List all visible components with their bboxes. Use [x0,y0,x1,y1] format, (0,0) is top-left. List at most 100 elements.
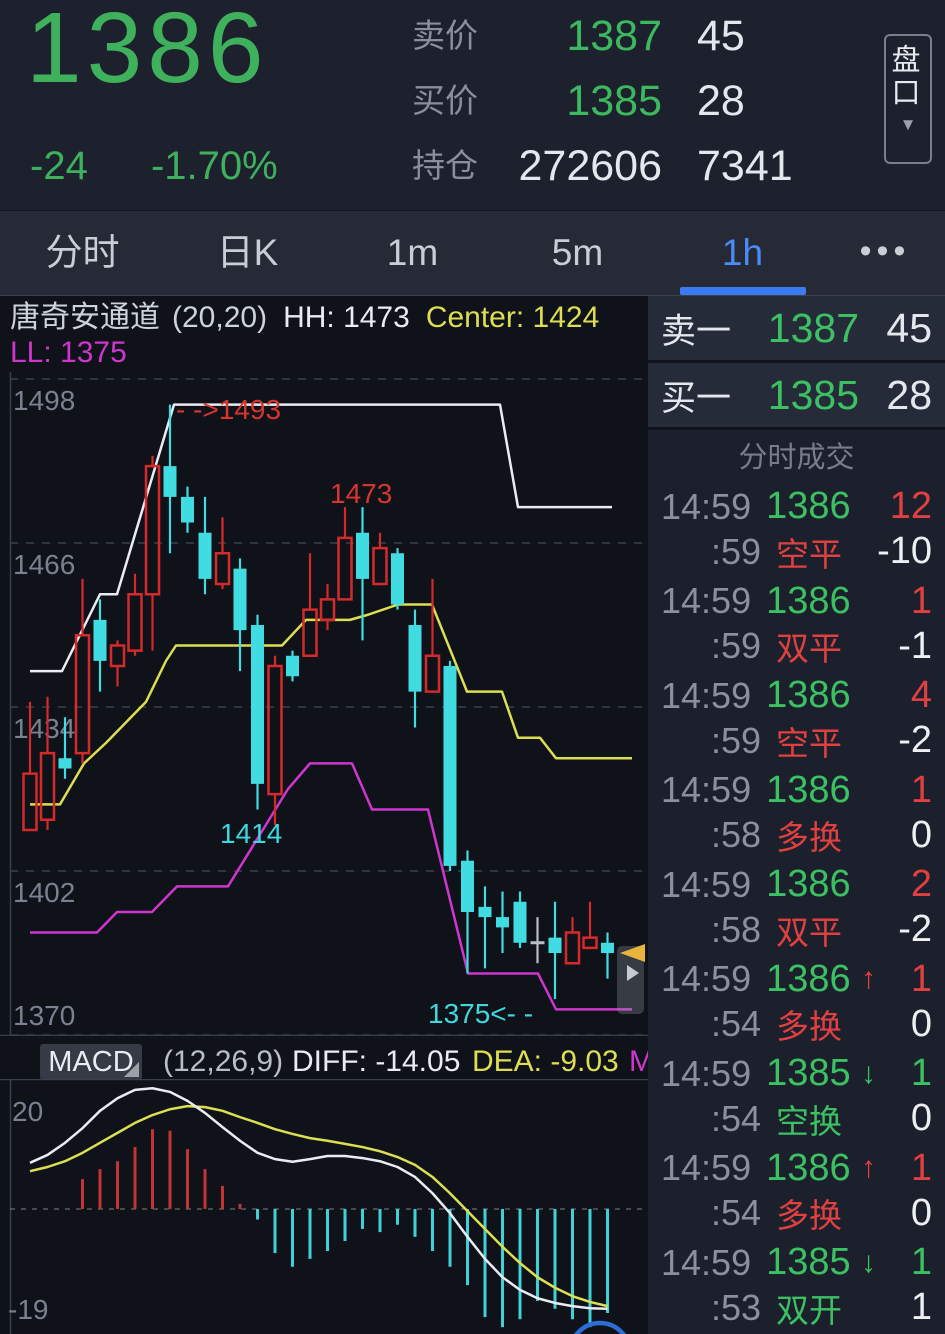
trade-entry[interactable]: 14:59 1386 12:59 空平 -10 [648,482,945,577]
trade-entry[interactable]: 14:59 1386 4:59 空平 -2 [648,671,945,766]
tab-minute-chart[interactable]: 分时 [45,232,120,273]
floating-action-button[interactable] [570,1320,630,1334]
tab-1h[interactable]: 1h [660,211,825,295]
trade-seconds: :54 [710,1097,761,1139]
bid-1-price: 1385 [767,371,859,418]
svg-text:20: 20 [12,1096,43,1127]
trade-time: 14:59 [661,769,752,810]
quote-header: 1386 -24 -1.70% 卖价 1387 45 买价 1385 28 持仓… [0,0,945,210]
trade-seconds: :58 [710,908,761,950]
svg-text:1466: 1466 [13,549,75,580]
trade-entry[interactable]: 14:59 1385 ↓ 1:54 空换 0 [648,1049,945,1144]
trade-seconds: :59 [710,625,761,666]
open-interest-qty: 7341 [697,142,793,190]
trade-direction: 多换 [776,1197,842,1234]
trade-entry[interactable]: 14:59 1386 ↑ 1:54 多换 0 [648,1144,945,1239]
trade-seconds: :54 [710,1003,761,1044]
trade-time: 14:59 [661,580,752,621]
tab-1h-label: 1h [721,232,764,273]
price-up-icon: ↑ [861,962,877,995]
price-change-pct: -1.70% [150,144,278,188]
trade-direction: 双平 [776,630,842,667]
trade-seconds: :53 [710,1286,761,1328]
trade-entry[interactable]: 14:59 1386 2:58 双平 -2 [648,860,945,955]
scroll-right-button[interactable] [617,946,644,1014]
indicator-hh: HH: 1473 [283,301,410,334]
trade-entry[interactable]: 14:59 1386 ↑ 1:54 多换 0 [648,955,945,1050]
trade-qty: 1 [910,957,932,1000]
trade-net-change: -2 [898,719,932,761]
trade-qty: 1 [910,768,932,811]
indicator-params: (20,20) [172,301,268,334]
price-up-icon: ↑ [861,1151,877,1184]
trade-qty: 1 [910,1241,932,1283]
trade-qty: 1 [910,1146,932,1189]
indicator-legend: 唐奇安通道 (20,20) HH: 1473 Center: 1424 [10,299,599,337]
ask-1-price: 1387 [767,304,859,351]
trade-qty: 12 [889,485,932,527]
svg-text:1498: 1498 [13,385,75,416]
time-and-sales-title: 分时成交 [738,442,855,474]
trade-time: 14:59 [661,1052,752,1094]
trade-entry[interactable]: 14:59 1386 1:58 多换 0 [648,766,945,861]
tab-5m[interactable]: 5m [551,232,604,273]
trade-price: 1386 [766,957,851,1000]
ask-1-row[interactable]: 卖一 1387 45 [648,296,945,363]
trade-net-change: -2 [898,908,932,950]
ask-label: 卖价 [412,17,478,54]
trade-entry[interactable]: 14:59 1385 ↓ 1:53 双开 1 [648,1238,945,1333]
more-tabs-button[interactable]: ••• [859,232,911,270]
order-book-panel: 卖一 1387 45 买一 1385 28 分时成交 14:59 1386 12:5… [648,295,945,1334]
trade-qty: 1 [910,1052,932,1094]
trade-time: 14:59 [661,674,752,716]
trade-net-change: 1 [910,1286,932,1328]
svg-text:1414: 1414 [220,818,282,849]
tab-daily-k[interactable]: 日K [216,232,279,273]
tab-1m[interactable]: 1m [386,232,439,273]
trade-price: 1385 [766,1241,851,1283]
order-book-toggle-label: 盘口 [887,44,919,110]
open-interest-value: 272606 [518,142,663,190]
svg-text:1473: 1473 [330,478,392,509]
trade-price: 1386 [766,1146,851,1189]
trade-time: 14:59 [661,1147,752,1188]
bid-row: 买价 1385 28 [410,71,830,131]
trade-net-change: 0 [910,1002,932,1045]
trade-direction: 双开 [776,1291,842,1329]
trade-direction: 多换 [776,819,842,856]
svg-text:- ->1493: - ->1493 [176,394,281,425]
trade-net-change: -10 [877,530,932,572]
bid-1-row[interactable]: 买一 1385 28 [648,363,945,430]
order-book-toggle-button[interactable]: 盘口 ▼ [884,34,932,164]
macd-indicator-selector[interactable]: MACD [40,1044,142,1080]
ask-qty: 45 [697,12,745,60]
bid-1-qty: 28 [886,371,932,418]
trade-direction: 空换 [776,1102,842,1140]
trade-direction: 双平 [776,913,842,951]
macd-params: (12,26,9) [163,1045,284,1078]
trade-price: 1386 [766,863,851,905]
svg-text:1402: 1402 [13,877,75,908]
play-right-icon [627,965,639,981]
macd-clipped-value: M [629,1045,648,1079]
trade-time: 14:59 [661,863,752,905]
trade-entry[interactable]: 14:59 1386 1:59 双平 -1 [648,577,945,672]
bid-label: 买价 [412,82,478,119]
ask-price: 1387 [566,12,662,60]
trade-net-change: 0 [910,1097,932,1139]
indicator-center: Center: 1424 [425,301,600,334]
trade-price: 1385 [766,1052,851,1094]
trade-price: 1386 [766,579,851,622]
trade-qty: 4 [910,674,932,716]
trade-seconds: :59 [710,530,761,572]
trade-time: 14:59 [661,485,752,527]
timeframe-tabbar: 分时 日K 1m 5m 1h ••• [0,210,945,295]
macd-chart: 20 -19 [0,1079,648,1334]
trade-net-change: 0 [910,1191,932,1234]
trades-list: 14:59 1386 12:59 空平 -10 14:59 1386 1:59 双平 -1 14:5… [648,482,945,1333]
macd-header: MACD (12,26,9) DIFF: -14.05 DEA: -9.03 M [0,1039,648,1080]
macd-diff-value: DIFF: -14.05 [292,1045,461,1078]
trade-seconds: :58 [710,814,761,855]
